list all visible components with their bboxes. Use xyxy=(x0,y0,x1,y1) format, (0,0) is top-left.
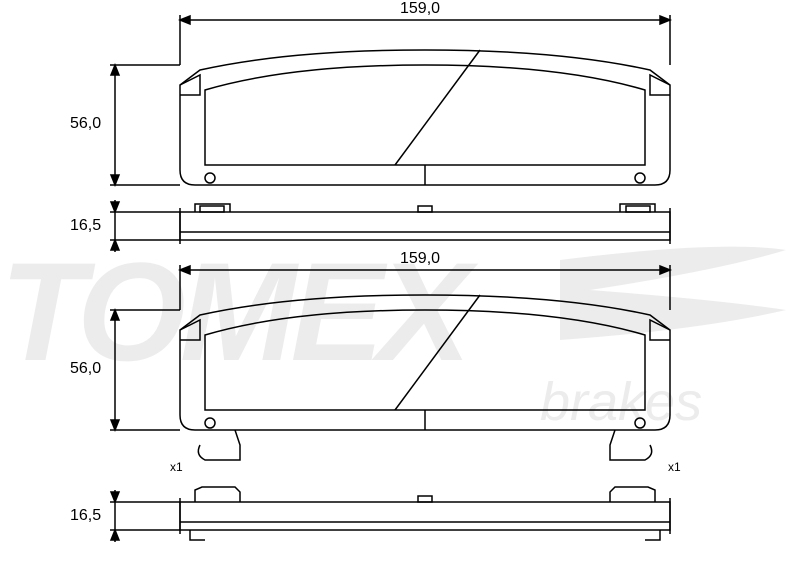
top-pad-side xyxy=(180,204,670,244)
qty-right-label: x1 xyxy=(668,460,681,474)
bottom-pad-side xyxy=(180,487,670,540)
top-width-dimension xyxy=(180,15,670,65)
top-pad-face xyxy=(180,50,670,185)
bottom-width-label: 159,0 xyxy=(400,250,440,268)
bottom-height-dimension xyxy=(110,310,180,430)
technical-drawing xyxy=(0,0,786,575)
top-thickness-label: 16,5 xyxy=(70,217,101,235)
top-thickness-dimension xyxy=(110,200,180,252)
bottom-width-dimension xyxy=(180,265,670,310)
qty-left-label: x1 xyxy=(170,460,183,474)
top-height-dimension xyxy=(110,65,180,185)
top-height-label: 56,0 xyxy=(70,115,101,133)
bottom-height-label: 56,0 xyxy=(70,360,101,378)
bottom-thickness-dimension xyxy=(110,490,180,542)
bottom-thickness-label: 16,5 xyxy=(70,507,101,525)
top-width-label: 159,0 xyxy=(400,0,440,18)
bottom-pad-clips xyxy=(198,430,651,460)
bottom-pad-face xyxy=(180,295,670,430)
